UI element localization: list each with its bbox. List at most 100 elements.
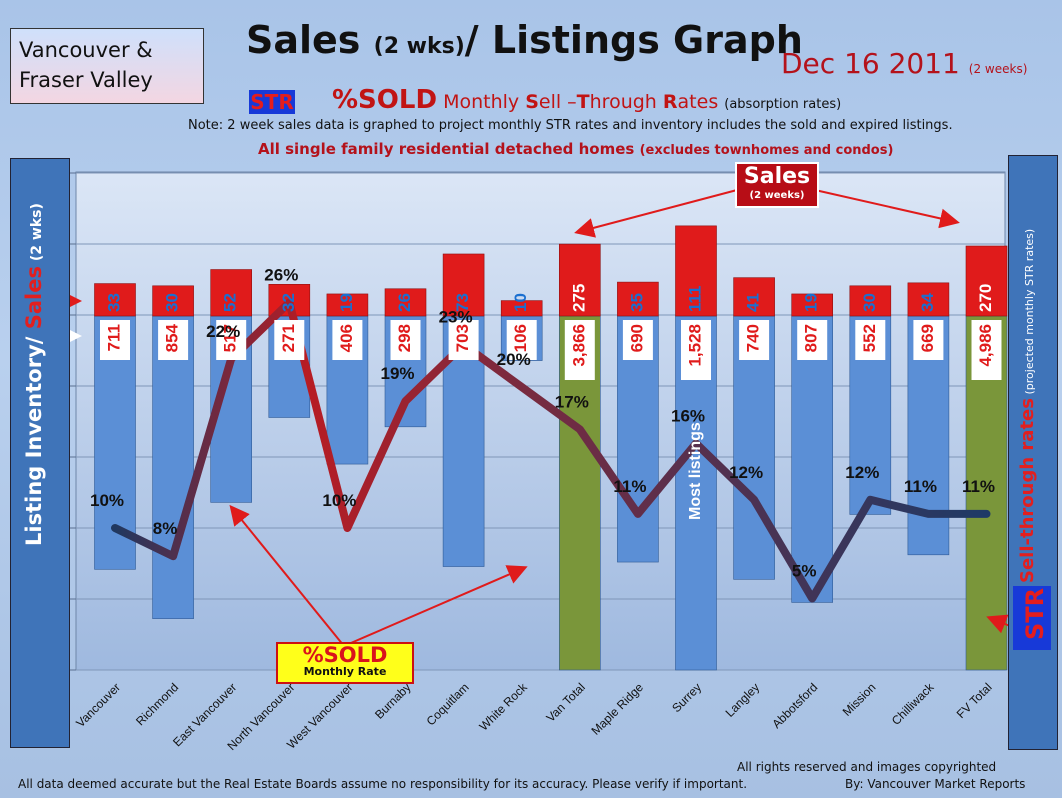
str-heading-1: Monthly xyxy=(437,91,526,113)
listing-value-label: 298 xyxy=(395,324,414,352)
sales-value-label: 35 xyxy=(627,293,646,312)
listing-value-label: 106 xyxy=(511,324,530,352)
sales-bar-white-rock xyxy=(500,300,543,317)
sales-bar-langley xyxy=(733,277,775,317)
rate-label: 20% xyxy=(497,350,531,369)
left-axis-label-slash: / xyxy=(22,329,46,345)
sold-arrow-right xyxy=(343,565,528,647)
rate-label: 10% xyxy=(322,491,356,510)
category-label-maple-ridge: Maple Ridge xyxy=(588,680,646,738)
category-label-white-rock: White Rock xyxy=(477,680,531,734)
str-heading-sold: %SOLD xyxy=(332,85,438,115)
data-note: Note: 2 week sales data is graphed to pr… xyxy=(188,118,953,133)
sales-value-label: 30 xyxy=(163,293,182,312)
str-heading-S: S xyxy=(525,91,539,113)
sales-bar-burnaby xyxy=(384,288,427,317)
listing-value-label: 740 xyxy=(744,324,763,352)
sales-arrow-left xyxy=(574,189,738,238)
sold-rate-callout-label: %SOLD xyxy=(302,643,388,667)
disclaimer: All data deemed accurate but the Real Es… xyxy=(18,777,748,791)
sales-value-label: 26 xyxy=(395,293,414,312)
category-label-langley: Langley xyxy=(723,680,763,720)
rate-label: 12% xyxy=(729,463,763,482)
listing-bar-abbotsford xyxy=(791,315,834,603)
listing-value-label: 4,986 xyxy=(976,324,995,367)
category-label-chilliwack: Chilliwack xyxy=(889,680,937,728)
report-date-note: (2 weeks) xyxy=(968,62,1028,76)
category-label-mission: Mission xyxy=(840,680,879,719)
rate-label: 10% xyxy=(90,491,124,510)
sales-bar-maple-ridge xyxy=(617,281,659,317)
listing-value-label: 854 xyxy=(163,323,182,352)
right-axis-label-main: Sell-through rates xyxy=(1017,398,1038,583)
subtitle-main: All single family residential detached h… xyxy=(258,140,640,158)
category-label-fv-total: FV Total xyxy=(954,680,995,721)
report-date: Dec 16 2011 (2 weeks) xyxy=(781,47,1027,80)
listing-label-box xyxy=(506,320,537,360)
listing-label-box xyxy=(913,320,944,360)
listing-label-box xyxy=(971,320,1002,380)
listing-value-label: 406 xyxy=(337,324,356,352)
listing-bar-richmond xyxy=(152,315,194,619)
sales-bar-vancouver xyxy=(94,283,136,317)
sales-value-label: 19 xyxy=(802,293,821,312)
subtitle-note: (excludes townhomes and condos) xyxy=(639,143,894,158)
str-axis-arrow xyxy=(986,614,1011,634)
sales-callout-sub: (2 weeks) xyxy=(749,190,805,201)
category-label-coquitlam: Coquitlam xyxy=(424,680,472,728)
sales-value-label: 34 xyxy=(918,293,937,312)
subtitle: All single family residential detached h… xyxy=(258,140,893,158)
category-label-burnaby: Burnaby xyxy=(372,680,414,722)
sell-through-line xyxy=(111,298,991,603)
sales-bar-east-vancouver xyxy=(210,269,252,317)
listing-value-label: 1,528 xyxy=(685,324,704,367)
sales-value-label: 19 xyxy=(337,293,356,312)
left-axis-label-sales: Sales xyxy=(22,265,46,330)
sales-arrow-right xyxy=(814,189,960,229)
left-axis-label-listing: Listing Inventory xyxy=(22,344,46,546)
listing-value-label: 517 xyxy=(221,324,240,352)
str-heading-note: (absorption rates) xyxy=(724,97,842,112)
sales-value-label: 41 xyxy=(744,293,763,312)
listing-value-label: 552 xyxy=(860,324,879,352)
copyright-note: All rights reserved and images copyright… xyxy=(737,760,997,774)
listing-label-box xyxy=(855,320,886,360)
sales-bar-surrey xyxy=(675,225,717,317)
str-heading-4: ates xyxy=(677,91,725,113)
sold-arrow-left xyxy=(229,504,345,647)
listing-label-box xyxy=(332,320,363,360)
left-axis-panel xyxy=(10,158,70,748)
page-title: Sales (2 wks)/ Listings Graph xyxy=(246,18,803,62)
sales-callout-label: Sales xyxy=(743,164,811,189)
right-axis-label-note: (projected monthly STR rates) xyxy=(1023,228,1036,399)
byline: By: Vancouver Market Reports xyxy=(845,777,1026,791)
rate-label: 23% xyxy=(439,308,473,327)
rate-label: 19% xyxy=(380,364,414,383)
right-axis-str-badge: STR xyxy=(1013,586,1051,650)
sales-value-label: 32 xyxy=(279,293,298,312)
right-axis-str-text: STR xyxy=(1021,587,1049,640)
title-part-listings: / Listings Graph xyxy=(464,18,803,62)
str-heading: %SOLD Monthly Sell –Through Rates (absor… xyxy=(332,85,841,115)
sales-value-label: 111 xyxy=(685,286,704,313)
listing-value-label: 3,866 xyxy=(569,324,588,367)
listing-label-box xyxy=(797,320,828,360)
listing-label-box xyxy=(622,320,653,360)
right-axis-label: Sell-through rates (projected monthly ST… xyxy=(1017,229,1038,583)
str-heading-3: hrough xyxy=(589,91,663,113)
rate-label: 8% xyxy=(153,519,178,538)
most-listings-label: Most listings xyxy=(687,422,704,520)
rate-label: 11% xyxy=(962,477,995,496)
listing-label-box xyxy=(390,320,421,360)
sales-bar-richmond xyxy=(152,285,194,317)
region-line-2: Fraser Valley xyxy=(19,68,153,92)
sales-value-label: 73 xyxy=(453,293,472,312)
listing-label-box xyxy=(216,320,247,360)
sales-bar-chilliwack xyxy=(907,282,950,317)
sales-value-label: 33 xyxy=(104,293,123,312)
title-part-weeks: (2 wks) xyxy=(373,34,465,59)
listing-label-box xyxy=(739,320,770,360)
sales-bar-mission xyxy=(849,285,892,317)
sales-value-label: 10 xyxy=(511,293,530,312)
region-title-box: Vancouver & Fraser Valley xyxy=(10,28,204,104)
